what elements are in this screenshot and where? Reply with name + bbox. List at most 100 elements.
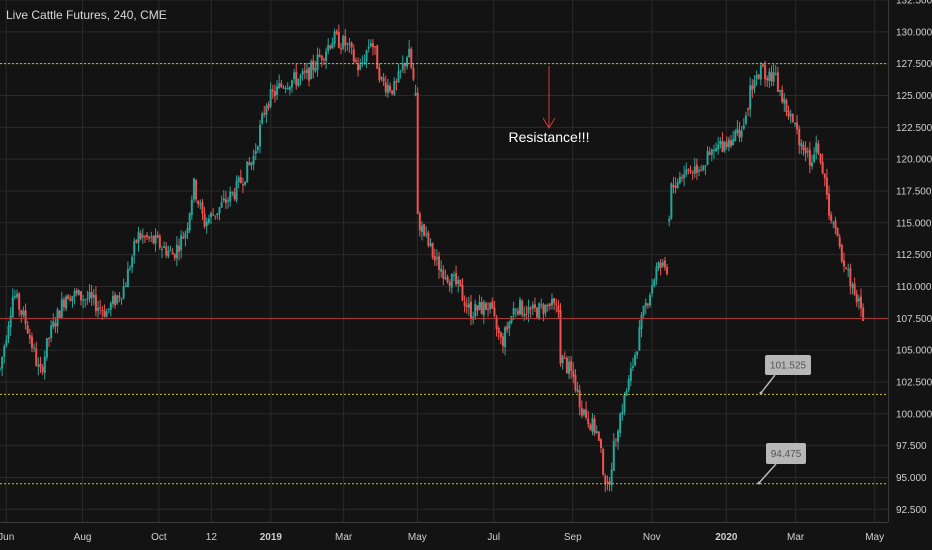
candle-body [631, 366, 634, 368]
candle-body [789, 114, 792, 116]
candle-body [410, 49, 413, 69]
candle-body [280, 83, 283, 87]
candle-body [723, 142, 726, 151]
candle-body [182, 237, 185, 239]
candle-body [860, 296, 863, 309]
candle-body [710, 149, 713, 155]
candle-body [41, 367, 44, 373]
candle-body [817, 143, 820, 154]
candle-body [661, 262, 664, 267]
candle-body [69, 298, 72, 301]
candle-body [721, 141, 724, 153]
candle-body [446, 276, 449, 283]
candle-body [772, 72, 775, 82]
candle-body [698, 170, 701, 172]
candle-body [838, 237, 841, 247]
candle-body [342, 36, 345, 49]
candle-body [90, 291, 93, 298]
candle-body [237, 177, 240, 182]
candle-body [399, 70, 402, 72]
y-tick-label: 112.500 [896, 250, 932, 261]
candle-body [322, 59, 325, 61]
candle-body [793, 122, 796, 124]
candle-body [806, 151, 809, 153]
candle-body [391, 90, 394, 94]
candle-body [54, 323, 57, 327]
candle-body [857, 298, 860, 302]
candle-body [482, 301, 485, 316]
candle-body [197, 200, 200, 205]
candle-body [165, 246, 168, 256]
candle-body [350, 42, 353, 48]
candle-body [680, 177, 683, 179]
candle-body [133, 241, 136, 256]
candle-body [476, 305, 479, 311]
candle-body [734, 131, 737, 141]
candle-body [828, 193, 831, 216]
candle-body [120, 298, 123, 300]
candle-body [16, 293, 19, 298]
candle-body [13, 295, 16, 298]
candle-body [154, 235, 157, 244]
candle-body [146, 234, 149, 238]
candle-body [761, 64, 764, 67]
candle-body [56, 309, 59, 327]
candle-body [608, 481, 611, 485]
candle-body [849, 267, 852, 287]
candle-body [546, 305, 549, 307]
candle-body [742, 125, 745, 129]
candle-body [487, 309, 490, 311]
candle-body [853, 283, 856, 295]
candle-body [685, 169, 688, 175]
candle-body [450, 273, 453, 288]
candle-body [261, 113, 264, 124]
candle-body [565, 357, 568, 373]
candle-body [712, 149, 715, 151]
candle-body [318, 54, 321, 57]
candle-body [267, 104, 270, 108]
candle-body [395, 81, 398, 83]
x-tick-label: Nov [643, 532, 661, 543]
candle-body [700, 169, 703, 171]
candle-body [623, 394, 626, 413]
candle-body [367, 46, 370, 49]
candle-body [774, 73, 777, 75]
candle-body [150, 236, 153, 238]
candle-body [504, 327, 507, 348]
candle-body [604, 475, 607, 484]
candle-body [842, 260, 845, 267]
candle-body [175, 244, 178, 259]
candle-body [691, 171, 694, 173]
candle-body [401, 63, 404, 70]
candle-body [683, 174, 686, 179]
callout-box [765, 355, 811, 375]
candle-body [7, 325, 10, 339]
candle-body [542, 304, 545, 315]
candle-body [538, 303, 541, 320]
y-axis: 92.500 95.000 97.500 100.000 102.500 105.000 1… [888, 0, 932, 550]
candle-body [290, 80, 293, 88]
candle-body [599, 439, 602, 449]
candle-body [427, 232, 430, 246]
candle-body [736, 128, 739, 133]
candle-body [521, 300, 524, 315]
callout-label: 101.525 [770, 361, 807, 372]
grid [0, 0, 888, 522]
candle-body [152, 235, 155, 244]
candle-body [256, 146, 259, 151]
candle-body [156, 235, 159, 238]
candle-body [764, 64, 767, 80]
candle-body [84, 299, 87, 301]
candle-body [523, 314, 526, 317]
candle-body [570, 360, 573, 371]
candle-body [595, 431, 598, 433]
candle-body [178, 245, 181, 252]
candle-body [214, 215, 217, 217]
candle-body [442, 270, 445, 279]
candle-body [310, 61, 313, 79]
candle-body [655, 267, 658, 280]
candle-body [0, 368, 1, 370]
candle-body [265, 105, 268, 115]
candle-body [553, 297, 556, 304]
